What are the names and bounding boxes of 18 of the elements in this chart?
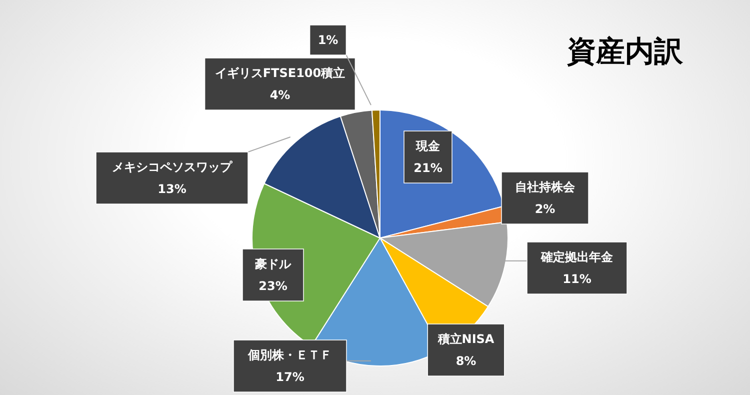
slice-label: イギリスFTSE100積立 [214, 66, 346, 80]
slice-label: 自社持株会 [515, 180, 576, 194]
data-label: 17% [276, 370, 304, 384]
data-label: 2% [534, 202, 556, 216]
slice-label: 現金 [415, 139, 441, 153]
data-label: 4% [270, 88, 290, 102]
data-label: 1% [318, 33, 338, 47]
chart-title: 資産内訳 [566, 33, 684, 70]
slice-label: 豪ドル [254, 257, 292, 271]
slice-label: 積立NISA [436, 332, 495, 346]
slice-label: 確定拠出年金 [540, 250, 614, 264]
slice-label: 個別株・ＥＴＦ [247, 348, 332, 362]
slice-label: メキシコペソスワップ [112, 160, 233, 174]
data-label: 8% [456, 354, 476, 368]
data-label: 13% [158, 182, 186, 196]
data-label: 11% [562, 272, 592, 286]
data-label: 23% [258, 279, 288, 293]
data-label: 21% [414, 161, 442, 175]
